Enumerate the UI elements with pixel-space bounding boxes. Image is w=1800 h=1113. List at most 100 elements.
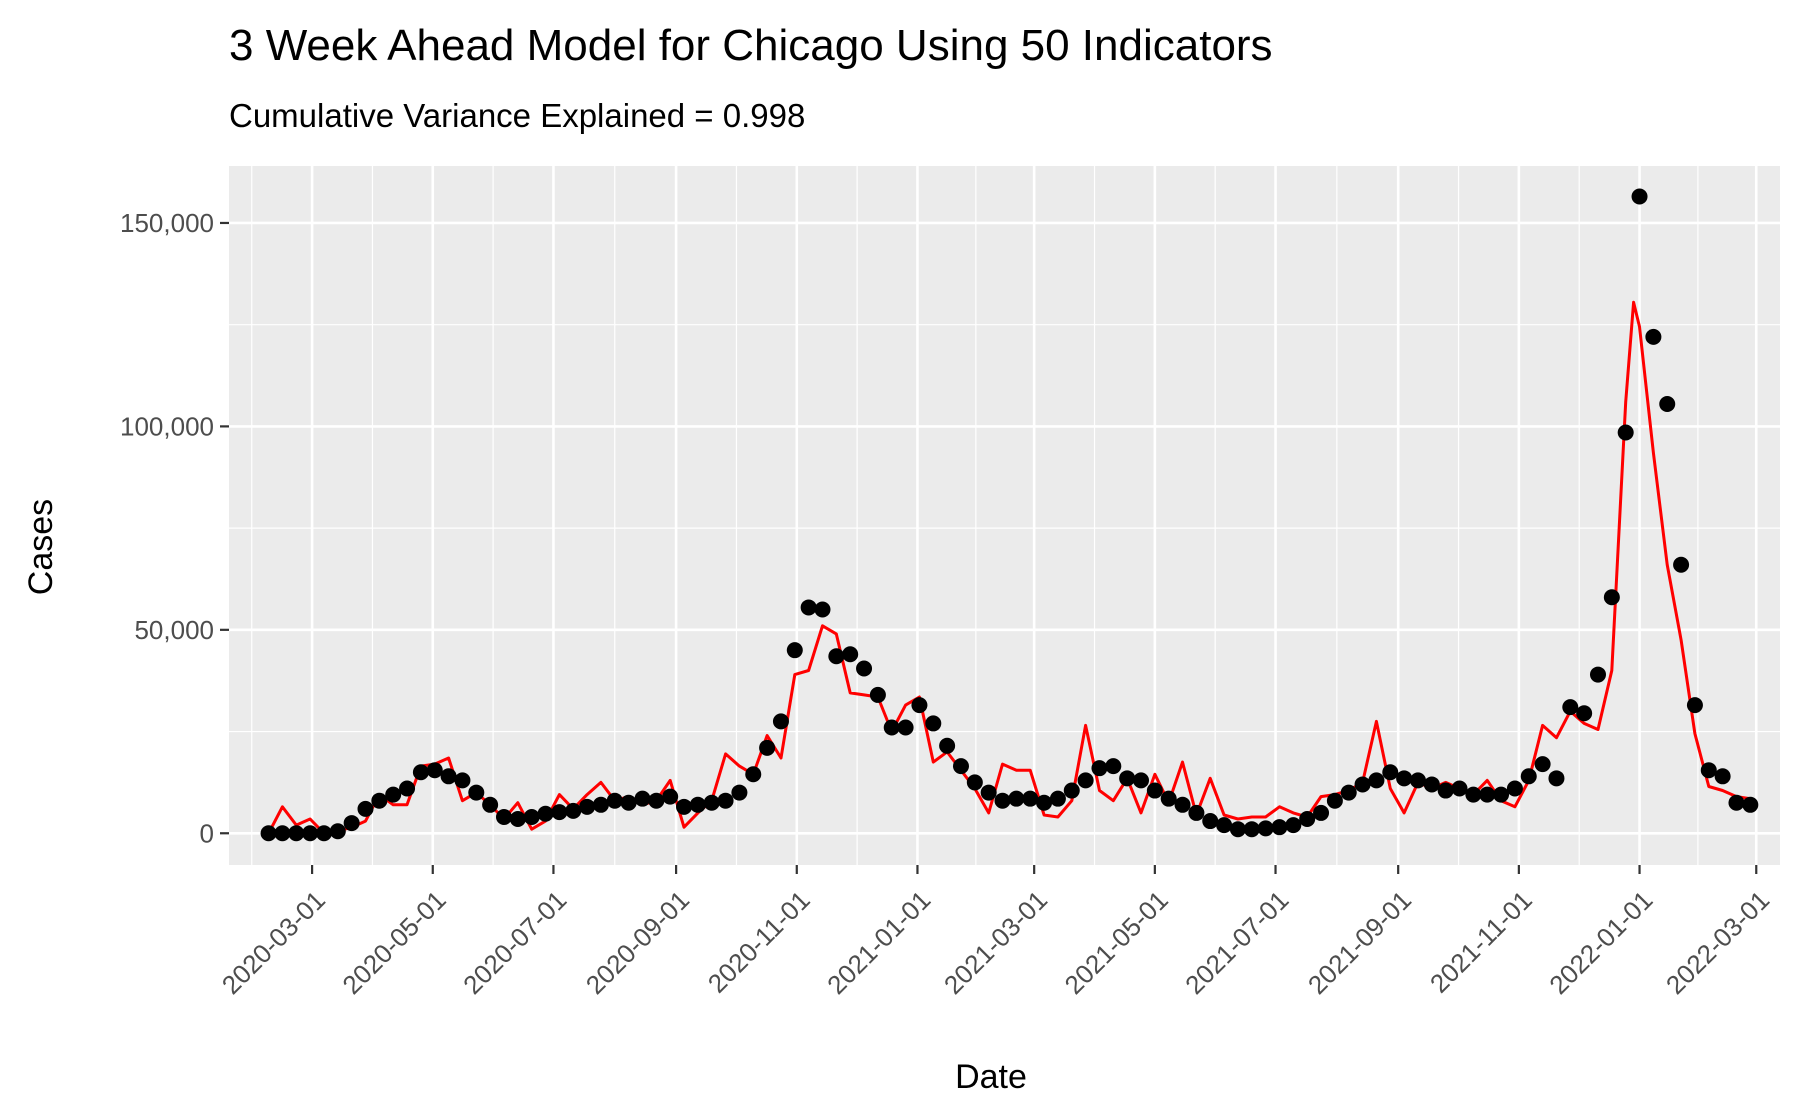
data-point bbox=[606, 792, 623, 809]
data-point bbox=[1022, 790, 1039, 807]
data-point bbox=[495, 808, 512, 825]
data-point bbox=[759, 739, 776, 756]
y-tick-label: 50,000 bbox=[134, 615, 214, 645]
data-point bbox=[1036, 794, 1053, 811]
chart-title: 3 Week Ahead Model for Chicago Using 50 … bbox=[229, 21, 1273, 70]
data-point bbox=[1008, 790, 1025, 807]
data-point bbox=[1589, 666, 1606, 683]
x-tick-label: 2021-01-01 bbox=[821, 885, 936, 1000]
data-point bbox=[357, 800, 374, 817]
data-point bbox=[1673, 556, 1690, 573]
data-point bbox=[1368, 772, 1385, 789]
data-point bbox=[772, 713, 789, 730]
data-point bbox=[1285, 817, 1302, 834]
data-point bbox=[952, 758, 969, 775]
data-point bbox=[1340, 784, 1357, 801]
y-tick-label: 150,000 bbox=[120, 208, 214, 238]
data-point bbox=[994, 792, 1011, 809]
data-point bbox=[911, 697, 928, 714]
x-tick-label: 2021-05-01 bbox=[1059, 885, 1174, 1000]
data-point bbox=[329, 823, 346, 840]
data-point bbox=[1548, 770, 1565, 787]
data-point bbox=[1506, 780, 1523, 797]
data-point bbox=[315, 825, 332, 842]
predicted-line-series bbox=[267, 300, 1751, 835]
data-point bbox=[468, 784, 485, 801]
x-axis-title: Date bbox=[955, 1058, 1027, 1096]
predicted-line bbox=[267, 300, 1751, 835]
data-point bbox=[662, 788, 679, 805]
data-point bbox=[1603, 589, 1620, 606]
data-point bbox=[454, 772, 471, 789]
data-point bbox=[842, 646, 859, 663]
data-point bbox=[260, 825, 277, 842]
data-point bbox=[1493, 786, 1510, 803]
y-tick-label: 0 bbox=[200, 818, 214, 848]
data-point bbox=[1091, 760, 1108, 777]
data-point bbox=[288, 825, 305, 842]
data-point bbox=[1520, 768, 1537, 785]
x-tick-label: 2022-01-01 bbox=[1543, 885, 1658, 1000]
data-point bbox=[1049, 790, 1066, 807]
data-point bbox=[426, 762, 443, 779]
data-point bbox=[1243, 821, 1260, 838]
data-point bbox=[1742, 796, 1759, 813]
data-point bbox=[551, 804, 568, 821]
data-point bbox=[1257, 820, 1274, 837]
data-point bbox=[1617, 424, 1634, 441]
data-point bbox=[1160, 790, 1177, 807]
x-tick-label: 2020-07-01 bbox=[457, 885, 572, 1000]
data-point bbox=[1313, 804, 1330, 821]
data-point bbox=[302, 825, 319, 842]
data-point bbox=[1271, 819, 1288, 836]
data-point bbox=[1382, 764, 1399, 781]
data-point bbox=[1188, 804, 1205, 821]
data-point bbox=[565, 802, 582, 819]
data-point bbox=[1133, 772, 1150, 789]
data-point bbox=[869, 686, 886, 703]
data-point bbox=[1229, 821, 1246, 838]
data-point bbox=[689, 796, 706, 813]
data-point bbox=[648, 792, 665, 809]
x-tick-label: 2020-11-01 bbox=[702, 885, 816, 999]
x-tick-label: 2020-03-01 bbox=[216, 885, 331, 1000]
x-tick-label: 2021-07-01 bbox=[1179, 885, 1294, 1000]
data-point bbox=[856, 660, 873, 677]
observed-points-series bbox=[260, 188, 1759, 842]
data-point bbox=[399, 780, 416, 797]
data-point bbox=[1146, 782, 1163, 799]
data-point bbox=[731, 784, 748, 801]
data-point bbox=[274, 825, 291, 842]
data-point bbox=[1714, 768, 1731, 785]
minor-gridlines bbox=[229, 166, 1780, 865]
data-point bbox=[482, 796, 499, 813]
data-point bbox=[579, 798, 596, 815]
data-point bbox=[925, 715, 942, 732]
x-axis: 2020-03-01 2020-05-01 2020-07-01 2020-09-01… bbox=[216, 865, 1775, 1000]
data-point bbox=[1728, 794, 1745, 811]
data-point bbox=[1396, 770, 1413, 787]
data-point bbox=[1299, 811, 1316, 828]
data-point bbox=[592, 796, 609, 813]
data-point bbox=[1631, 188, 1648, 205]
data-point bbox=[717, 792, 734, 809]
data-point bbox=[800, 599, 817, 616]
data-point bbox=[1700, 762, 1717, 779]
data-point bbox=[1659, 396, 1676, 413]
data-point bbox=[412, 764, 429, 781]
data-point bbox=[980, 784, 997, 801]
data-point bbox=[1077, 772, 1094, 789]
data-point bbox=[1354, 776, 1371, 793]
data-point bbox=[371, 792, 388, 809]
data-point bbox=[786, 642, 803, 659]
data-point bbox=[745, 766, 762, 783]
data-point bbox=[1216, 817, 1233, 834]
data-point bbox=[509, 811, 526, 828]
plot-panel bbox=[229, 166, 1780, 865]
data-point bbox=[703, 794, 720, 811]
chart-subtitle: Cumulative Variance Explained = 0.998 bbox=[229, 97, 805, 134]
data-point bbox=[1119, 770, 1136, 787]
data-point bbox=[620, 794, 637, 811]
data-point bbox=[1645, 328, 1662, 345]
